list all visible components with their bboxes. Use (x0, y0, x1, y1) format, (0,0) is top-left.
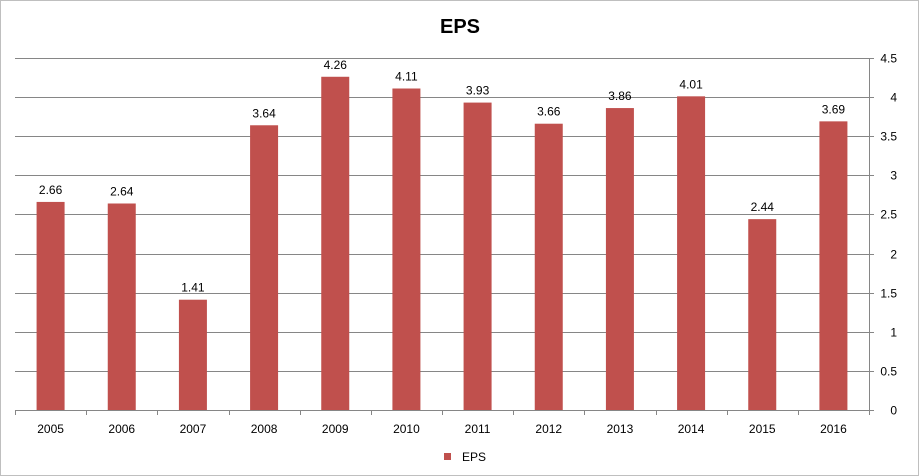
data-label: 2.64 (110, 184, 134, 198)
bar (605, 108, 634, 410)
x-tick-label: 2016 (820, 422, 847, 436)
chart-title: EPS (440, 16, 480, 38)
x-tick-label: 2013 (607, 422, 634, 436)
bars (36, 76, 848, 411)
data-label: 2.66 (39, 183, 63, 197)
x-tick-label: 2006 (108, 422, 135, 436)
x-tick-label: 2011 (465, 422, 491, 436)
x-tick-label: 2010 (393, 422, 420, 436)
x-axis-ticks: 2005 2006 2007 2008 2009 2010 2011 2012 2013 2014… (15, 410, 870, 436)
y-tick-label: 1.5 (880, 287, 897, 301)
data-label: 4.11 (395, 70, 418, 84)
bar (36, 201, 65, 410)
data-label: 4.01 (679, 77, 703, 91)
x-tick-label: 2015 (749, 422, 776, 436)
bar (677, 96, 706, 410)
y-tick-label: 3.5 (880, 130, 897, 144)
legend: EPS (444, 450, 486, 464)
y-tick-label: 3 (890, 169, 897, 183)
data-label: 3.66 (537, 105, 561, 119)
bar (107, 203, 136, 410)
bar (819, 121, 848, 411)
data-label: 1.41 (181, 281, 205, 295)
bar (534, 123, 563, 410)
x-tick-label: 2009 (322, 422, 349, 436)
x-tick-label: 2014 (678, 422, 705, 436)
data-labels: 2.66 2.64 1.41 3.64 4.26 4.11 3.93 3.66 3.86 4.01… (39, 58, 846, 295)
y-tick-label: 2.5 (880, 208, 897, 222)
y-tick-label: 0.5 (880, 365, 897, 379)
data-label: 3.93 (466, 84, 490, 98)
data-label: 3.64 (252, 106, 276, 120)
y-tick-label: 4.5 (880, 52, 897, 66)
data-label: 4.26 (324, 58, 348, 72)
x-tick-label: 2007 (180, 422, 207, 436)
bar (392, 88, 421, 411)
data-label: 2.44 (751, 200, 775, 214)
data-label: 3.69 (822, 102, 846, 116)
y-tick-label: 1 (890, 326, 897, 340)
gridlines (15, 58, 869, 372)
bar (250, 125, 279, 410)
x-tick-label: 2012 (535, 422, 562, 436)
x-tick-label: 2008 (251, 422, 278, 436)
legend-swatch (444, 453, 451, 460)
x-tick-label: 2005 (37, 422, 64, 436)
bar (463, 102, 492, 410)
axes (15, 58, 870, 411)
data-label: 3.86 (608, 89, 632, 103)
y-axis-ticks: 0 0.5 1 1.5 2 2.5 3 3.5 4 4.5 (869, 52, 897, 418)
y-tick-label: 2 (890, 248, 897, 262)
legend-label: EPS (462, 450, 486, 464)
y-tick-label: 4 (890, 91, 897, 105)
bar (321, 76, 350, 411)
y-tick-label: 0 (890, 404, 897, 418)
bar (178, 299, 207, 410)
bar (748, 219, 777, 410)
